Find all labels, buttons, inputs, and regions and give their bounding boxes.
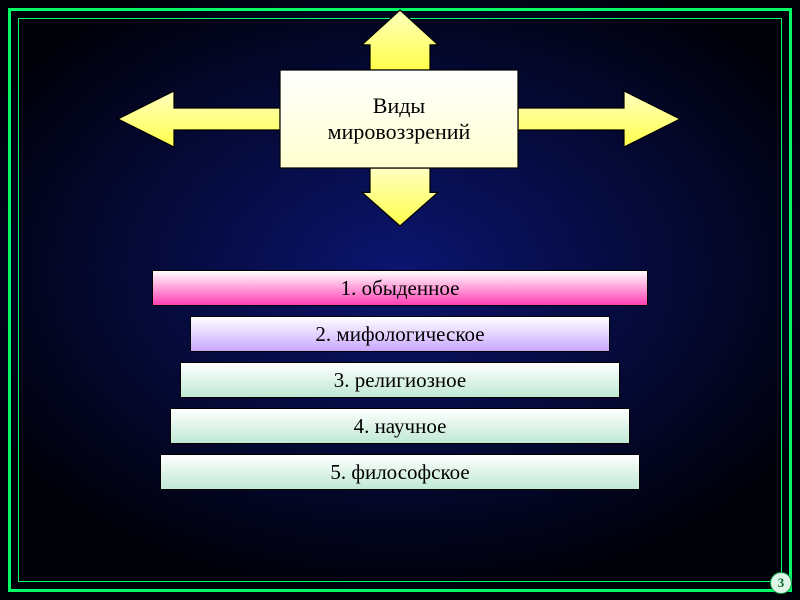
item-bar-5: 5. философское bbox=[160, 454, 640, 490]
item-bar-2: 2. мифологическое bbox=[190, 316, 610, 352]
item-label: 2. мифологическое bbox=[315, 322, 484, 347]
page-number-text: 3 bbox=[778, 575, 785, 591]
slide: Виды мировоззрений 1. обыденное 2. мифоло… bbox=[0, 0, 800, 600]
title-box: Виды мировоззрений bbox=[280, 70, 518, 168]
page-number-badge: 3 bbox=[770, 572, 792, 594]
item-label: 5. философское bbox=[330, 460, 469, 485]
item-bar-1: 1. обыденное bbox=[152, 270, 648, 306]
item-bar-3: 3. религиозное bbox=[180, 362, 620, 398]
item-label: 4. научное bbox=[354, 414, 447, 439]
title-line-1: Виды bbox=[328, 93, 471, 119]
title-line-2: мировоззрений bbox=[328, 119, 471, 145]
title-text: Виды мировоззрений bbox=[328, 93, 471, 146]
item-label: 1. обыденное bbox=[341, 276, 460, 301]
item-bar-4: 4. научное bbox=[170, 408, 630, 444]
item-label: 3. религиозное bbox=[334, 368, 467, 393]
